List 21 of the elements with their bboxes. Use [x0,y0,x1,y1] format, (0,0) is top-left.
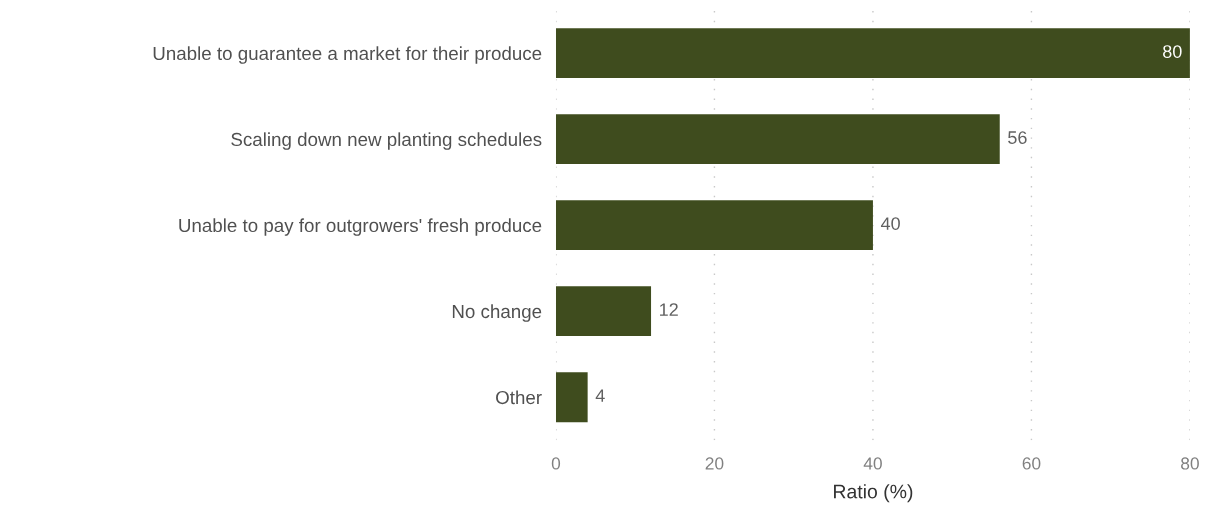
bar [555,114,1000,165]
bar [555,286,652,337]
y-tick-label: Unable to pay for outgrowers' fresh produce [179,218,542,236]
y-tick-label: Unable to guarantee a market for their produce [153,46,542,64]
x-axis-title: Ratio (%) [834,484,913,503]
bar [555,200,873,251]
x-tick-label: 60 [1022,457,1041,470]
data-label: 80 [1163,45,1182,58]
x-tick-label: 40 [863,457,882,470]
x-tick-label: 0 [551,457,561,470]
x-tick-label: 80 [1181,457,1199,470]
y-tick-label: No change [452,304,542,322]
y-tick-label: Other [496,390,542,405]
x-tick-label: 20 [705,457,724,470]
data-label: 56 [1008,131,1027,144]
data-label: 12 [660,303,678,316]
data-label: 4 [595,389,605,402]
y-tick-label: Scaling down new planting schedules [231,132,542,150]
data-label: 40 [880,217,900,230]
bar [555,372,588,423]
bar [555,28,1190,79]
